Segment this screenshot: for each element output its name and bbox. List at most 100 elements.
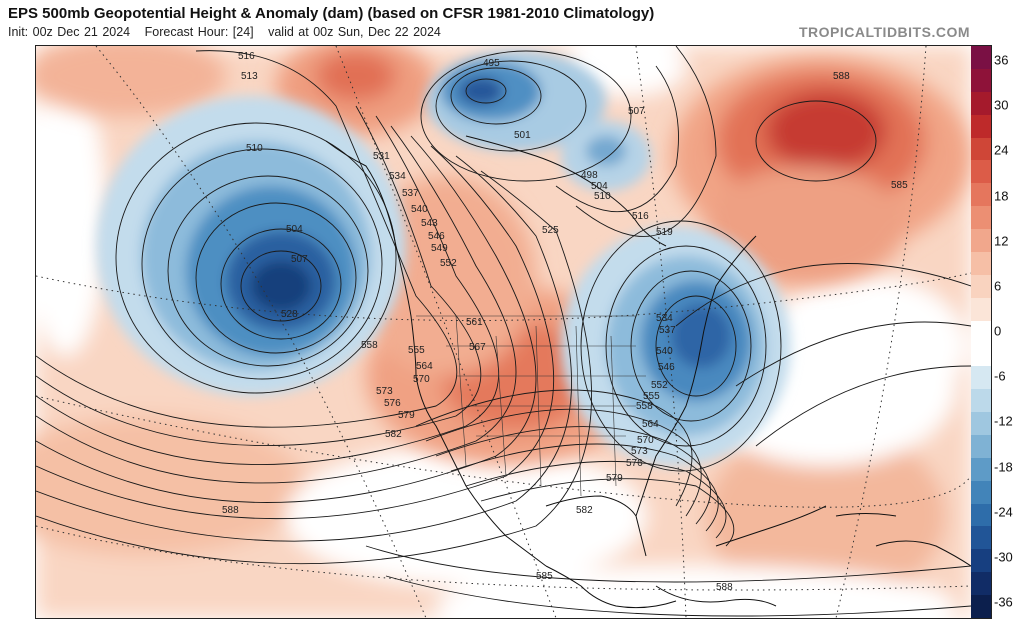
contour-label: 576	[384, 398, 401, 409]
init-time: Init: 00z Dec 21 2024	[8, 25, 131, 39]
contour-label: 561	[466, 317, 483, 328]
contour-label: 501	[514, 130, 531, 141]
contour-label: 513	[241, 71, 258, 82]
colorbar-label: -30	[994, 549, 1013, 565]
colorbar-segment	[971, 412, 991, 436]
colorbar-segment	[971, 434, 991, 459]
colorbar-segment	[971, 206, 991, 230]
anomaly-colorbar	[971, 45, 992, 619]
valid-time: valid at 00z Sun, Dec 22 2024	[268, 25, 441, 39]
contour-label: 579	[398, 410, 415, 421]
colorbar-segment	[971, 595, 991, 618]
colorbar-segment	[971, 320, 991, 344]
colorbar-segment	[971, 343, 991, 367]
contour-label: 525	[542, 225, 559, 236]
colorbar-segment	[971, 572, 991, 596]
contour-label: 588	[833, 71, 850, 82]
contour-label: 516	[238, 51, 255, 62]
contour-label: 519	[656, 227, 673, 238]
contour-label: 585	[536, 571, 553, 582]
colorbar-segment	[971, 549, 991, 573]
colorbar-segment	[971, 366, 991, 390]
colorbar-label: -24	[994, 504, 1013, 520]
colorbar-label: 12	[994, 233, 1009, 249]
contour-label: 588	[222, 505, 239, 516]
contour-label: 570	[637, 435, 654, 446]
colorbar-label: 24	[994, 142, 1009, 158]
contour-label: 531	[373, 151, 390, 162]
colorbar-segment	[971, 91, 991, 116]
contour-label: 510	[594, 191, 611, 202]
contour-label: 585	[891, 180, 908, 191]
contour-label: 504	[286, 224, 303, 235]
colorbar-segment	[971, 229, 991, 253]
contour-label: 510	[246, 143, 263, 154]
contour-label: 546	[658, 362, 675, 373]
contour-label: 534	[389, 171, 406, 182]
state-borders	[416, 315, 646, 497]
forecast-hour: Forecast Hour: [24]	[144, 25, 254, 39]
coastlines	[325, 135, 971, 609]
contour-label: 564	[416, 361, 433, 372]
contour-label: 540	[656, 346, 673, 357]
contour-label: 552	[651, 380, 668, 391]
contour-label: 567	[469, 342, 486, 353]
colorbar-segment	[971, 480, 991, 505]
contour-label: 558	[636, 401, 653, 412]
trough-anomalies	[96, 51, 791, 466]
colorbar-segment	[971, 457, 991, 482]
contour-labels: 516 513 510 504 507 528 558 555 564 570 …	[222, 51, 908, 593]
contour-label: 582	[576, 505, 593, 516]
contour-label: 537	[659, 325, 676, 336]
contour-label: 555	[408, 345, 425, 356]
contour-label: 582	[385, 429, 402, 440]
contour-label: 579	[606, 473, 623, 484]
contour-label: 558	[361, 340, 378, 351]
colorbar-label: 36	[994, 52, 1009, 68]
colorbar-label: 30	[994, 97, 1009, 113]
colorbar-segment	[971, 46, 991, 70]
map-title: EPS 500mb Geopotential Height & Anomaly …	[8, 5, 655, 22]
colorbar-segment	[971, 251, 991, 276]
contour-label: 588	[716, 582, 733, 593]
colorbar-label: -6	[994, 368, 1006, 384]
contour-label: 576	[626, 458, 643, 469]
contour-label: 564	[642, 419, 659, 430]
colorbar-segment	[971, 389, 991, 413]
contour-label: 546	[428, 231, 445, 242]
contour-label: 537	[402, 188, 419, 199]
colorbar-segment	[971, 183, 991, 207]
contour-label: 495	[483, 58, 500, 69]
colorbar-segment	[971, 274, 991, 299]
contour-label: 555	[643, 391, 660, 402]
anomaly-map: 516 513 510 504 507 528 558 555 564 570 …	[35, 45, 972, 619]
contour-label: 573	[631, 446, 648, 457]
contour-label: 516	[632, 211, 649, 222]
contour-label: 573	[376, 386, 393, 397]
colorbar-segment	[971, 503, 991, 527]
colorbar-segment	[971, 526, 991, 550]
colorbar-segment	[971, 297, 991, 322]
contour-label: 528	[281, 309, 298, 320]
contour-label: 507	[628, 106, 645, 117]
colorbar-segment	[971, 114, 991, 138]
contour-label: 540	[411, 204, 428, 215]
contour-label: 534	[656, 313, 673, 324]
colorbar-label: -36	[994, 594, 1013, 610]
contour-label: 543	[421, 218, 438, 229]
colorbar-label: 18	[994, 188, 1009, 203]
colorbar-segment	[971, 137, 991, 161]
contour-label: 552	[440, 258, 457, 269]
site-watermark: TROPICALTIDBITS.COM	[798, 24, 970, 40]
colorbar-label: -18	[994, 459, 1013, 474]
contour-label: 507	[291, 254, 308, 265]
colorbar-segment	[971, 68, 991, 93]
colorbar-segment	[971, 160, 991, 184]
colorbar-label: 0	[994, 323, 1002, 339]
contour-label: 504	[591, 181, 608, 192]
map-subtitle: Init: 00z Dec 21 2024 Forecast Hour: [24…	[8, 25, 451, 39]
contour-label: 498	[581, 170, 598, 181]
colorbar-label: -12	[994, 413, 1013, 429]
contour-label: 570	[413, 374, 430, 385]
colorbar-label: 6	[994, 278, 1002, 294]
